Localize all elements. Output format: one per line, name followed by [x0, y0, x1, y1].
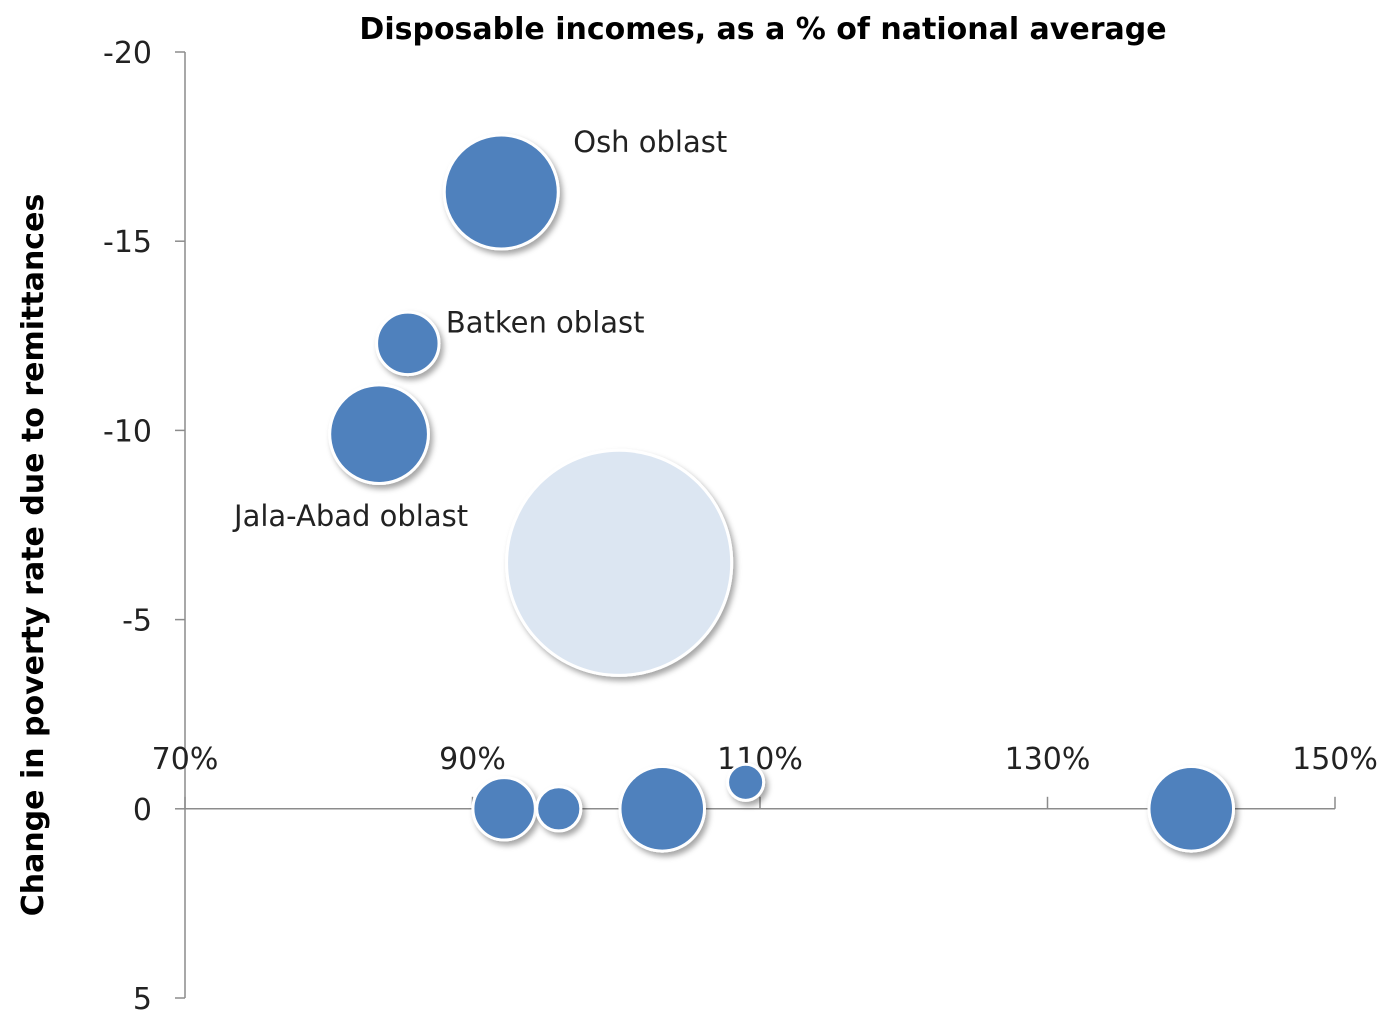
data-label: Jala-Abad oblast: [232, 499, 468, 533]
bubble-point: [375, 310, 441, 377]
bubble-point: [535, 785, 583, 833]
y-tick-label: -5: [122, 604, 152, 639]
bubble-point: [505, 448, 734, 677]
x-tick-label: 70%: [152, 742, 219, 777]
x-tick-label: 130%: [1005, 742, 1091, 777]
x-tick-label: 150%: [1292, 742, 1378, 777]
y-tick-label: 0: [133, 793, 152, 828]
bubble-point: [442, 133, 560, 251]
chart-title: Disposable incomes, as a % of national a…: [359, 12, 1166, 47]
data-label: Batken oblast: [446, 305, 645, 339]
y-tick-label: -20: [103, 36, 152, 71]
y-tick-label: 5: [133, 982, 152, 1012]
bubble-point: [618, 765, 707, 853]
bubble-point: [1147, 765, 1236, 853]
data-label: Osh oblast: [573, 125, 727, 159]
bubble-point: [328, 383, 430, 486]
bubbles: [328, 133, 1236, 853]
y-axis-label: Change in poverty rate due to remittance…: [16, 194, 51, 917]
bubble-point: [726, 762, 766, 802]
y-tick-label: -15: [103, 225, 152, 260]
bubble-point: [471, 776, 537, 842]
point-labels: Osh oblast Batken oblast Jala-Abad oblast: [232, 125, 727, 533]
y-tick-label: -10: [103, 414, 152, 449]
x-tick-label: 90%: [439, 742, 506, 777]
